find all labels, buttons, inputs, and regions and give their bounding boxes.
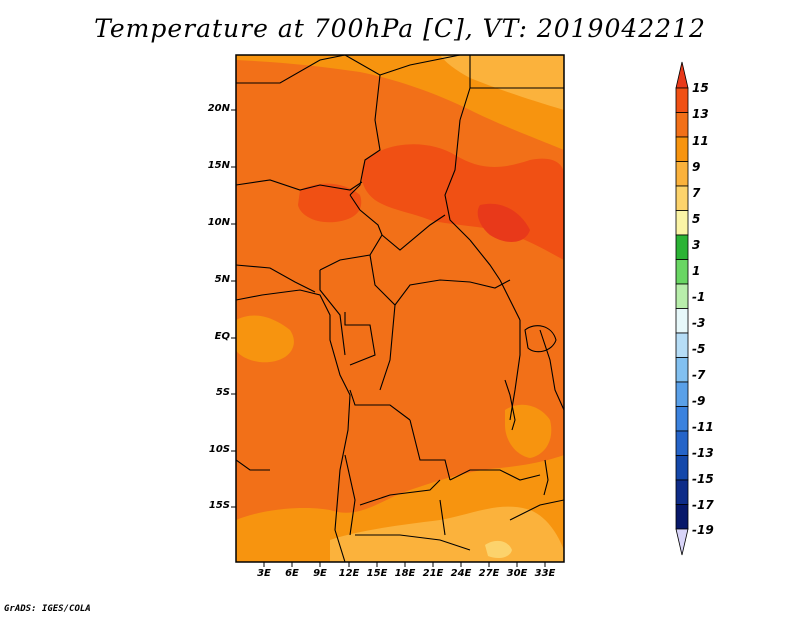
lon-label-6e: 6E bbox=[285, 568, 299, 579]
colorbar-segment bbox=[675, 259, 689, 285]
lat-label-15n: 15N bbox=[207, 160, 230, 171]
colorbar-label: 13 bbox=[692, 107, 709, 121]
colorbar-label: 9 bbox=[692, 160, 701, 174]
colorbar-label: -3 bbox=[692, 316, 706, 330]
chart-title: Temperature at 700hPa [C], VT: 201904221… bbox=[94, 14, 706, 43]
field-13-15-east bbox=[477, 203, 530, 242]
field-9-11-east-africa bbox=[505, 404, 552, 458]
colorbar-segment bbox=[675, 210, 689, 236]
colorbar-segment bbox=[675, 504, 689, 530]
lon-label-24e: 24E bbox=[450, 568, 472, 579]
map-border bbox=[235, 54, 565, 563]
colorbar-label: 5 bbox=[692, 212, 701, 226]
colorbar-segment bbox=[675, 161, 689, 187]
colorbar-segment bbox=[675, 234, 689, 260]
colorbar-label: 3 bbox=[692, 238, 701, 252]
colorbar-segment bbox=[675, 112, 689, 138]
colorbar-segment bbox=[675, 357, 689, 383]
colorbar-label: -13 bbox=[692, 446, 714, 460]
colorbar-bottom-arrow bbox=[675, 528, 689, 556]
lat-label-eq: EQ bbox=[214, 331, 230, 342]
colorbar-segment bbox=[675, 87, 689, 113]
field-5-7-zimbabwe bbox=[485, 540, 512, 558]
colorbar-segment bbox=[675, 455, 689, 481]
lon-label-3e: 3E bbox=[257, 568, 271, 579]
lon-label-15e: 15E bbox=[366, 568, 388, 579]
temperature-field bbox=[236, 55, 564, 562]
lat-label-10s: 10S bbox=[208, 444, 230, 455]
field-9-11-gabon bbox=[236, 315, 294, 363]
lon-label-21e: 21E bbox=[422, 568, 444, 579]
lat-label-5n: 5N bbox=[214, 274, 230, 285]
colorbar-top-arrow bbox=[675, 61, 689, 89]
colorbar-segment bbox=[675, 430, 689, 456]
lat-label-10n: 10N bbox=[207, 217, 230, 228]
colorbar-label: -1 bbox=[692, 290, 706, 304]
lon-label-33e: 33E bbox=[534, 568, 556, 579]
colorbar-label: 15 bbox=[692, 81, 709, 95]
colorbar-segment bbox=[675, 185, 689, 211]
colorbar-label: -17 bbox=[692, 498, 714, 512]
colorbar-segment bbox=[675, 406, 689, 432]
colorbar-label: 7 bbox=[692, 186, 701, 200]
colorbar-segment bbox=[675, 283, 689, 309]
colorbar-label: -7 bbox=[692, 368, 706, 382]
lat-label-5s: 5S bbox=[215, 387, 230, 398]
lon-label-27e: 27E bbox=[478, 568, 500, 579]
lat-ticks bbox=[231, 109, 236, 508]
colorbar-segment bbox=[675, 332, 689, 358]
lon-label-9e: 9E bbox=[313, 568, 327, 579]
colorbar-label: -11 bbox=[692, 420, 714, 434]
colorbar-label: 11 bbox=[692, 134, 709, 148]
lat-label-15s: 15S bbox=[208, 500, 230, 511]
colorbar-segment bbox=[675, 136, 689, 162]
colorbar-label: 1 bbox=[692, 264, 701, 278]
colorbar bbox=[675, 61, 689, 556]
colorbar-label: -5 bbox=[692, 342, 706, 356]
grads-credit: GrADS: IGES/COLA bbox=[4, 604, 91, 614]
field-7-9-northeast bbox=[440, 55, 564, 110]
lat-label-20n: 20N bbox=[207, 103, 230, 114]
colorbar-segment bbox=[675, 381, 689, 407]
lon-ticks bbox=[263, 562, 546, 567]
colorbar-segment bbox=[675, 479, 689, 505]
lon-label-30e: 30E bbox=[506, 568, 528, 579]
lon-label-12e: 12E bbox=[338, 568, 360, 579]
colorbar-label: -19 bbox=[692, 523, 714, 537]
country-borders bbox=[236, 55, 564, 562]
colorbar-segment bbox=[675, 308, 689, 334]
colorbar-label: -15 bbox=[692, 472, 714, 486]
field-13-15-chad bbox=[298, 183, 362, 223]
lon-label-18e: 18E bbox=[394, 568, 416, 579]
colorbar-label: -9 bbox=[692, 394, 706, 408]
